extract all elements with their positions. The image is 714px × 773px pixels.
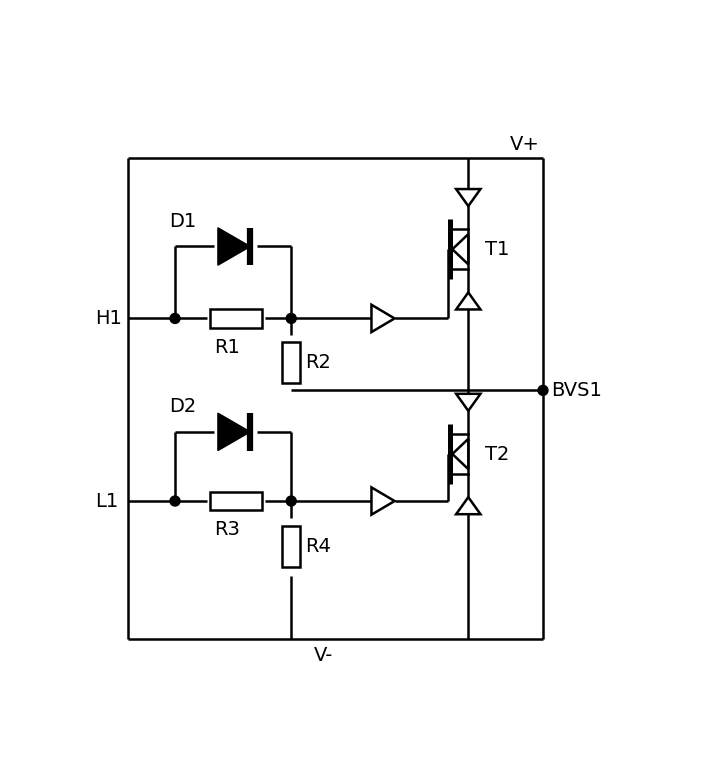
Text: T1: T1 bbox=[485, 240, 509, 259]
Text: V-: V- bbox=[313, 646, 333, 666]
Polygon shape bbox=[456, 292, 481, 309]
Text: D2: D2 bbox=[169, 397, 197, 417]
Circle shape bbox=[286, 313, 296, 323]
Bar bbox=[282, 526, 301, 567]
Text: D1: D1 bbox=[169, 212, 197, 231]
Polygon shape bbox=[218, 228, 251, 265]
Text: R2: R2 bbox=[305, 353, 331, 372]
Text: L1: L1 bbox=[95, 492, 118, 510]
Text: H1: H1 bbox=[95, 309, 121, 328]
Text: R4: R4 bbox=[305, 537, 331, 557]
Polygon shape bbox=[456, 393, 481, 410]
Polygon shape bbox=[371, 305, 395, 332]
Polygon shape bbox=[218, 413, 251, 451]
Bar bbox=[210, 492, 262, 510]
Text: V+: V+ bbox=[510, 135, 540, 154]
Circle shape bbox=[170, 496, 180, 506]
Text: T2: T2 bbox=[485, 444, 509, 464]
Text: R3: R3 bbox=[213, 520, 240, 540]
Polygon shape bbox=[456, 189, 481, 206]
Circle shape bbox=[286, 496, 296, 506]
Circle shape bbox=[170, 313, 180, 323]
Bar bbox=[282, 342, 301, 383]
Circle shape bbox=[538, 386, 548, 395]
Text: R1: R1 bbox=[213, 338, 240, 356]
Polygon shape bbox=[453, 439, 468, 469]
Polygon shape bbox=[453, 234, 468, 264]
Polygon shape bbox=[371, 487, 395, 515]
Polygon shape bbox=[456, 497, 481, 514]
Bar bbox=[210, 309, 262, 328]
Text: BVS1: BVS1 bbox=[551, 381, 602, 400]
